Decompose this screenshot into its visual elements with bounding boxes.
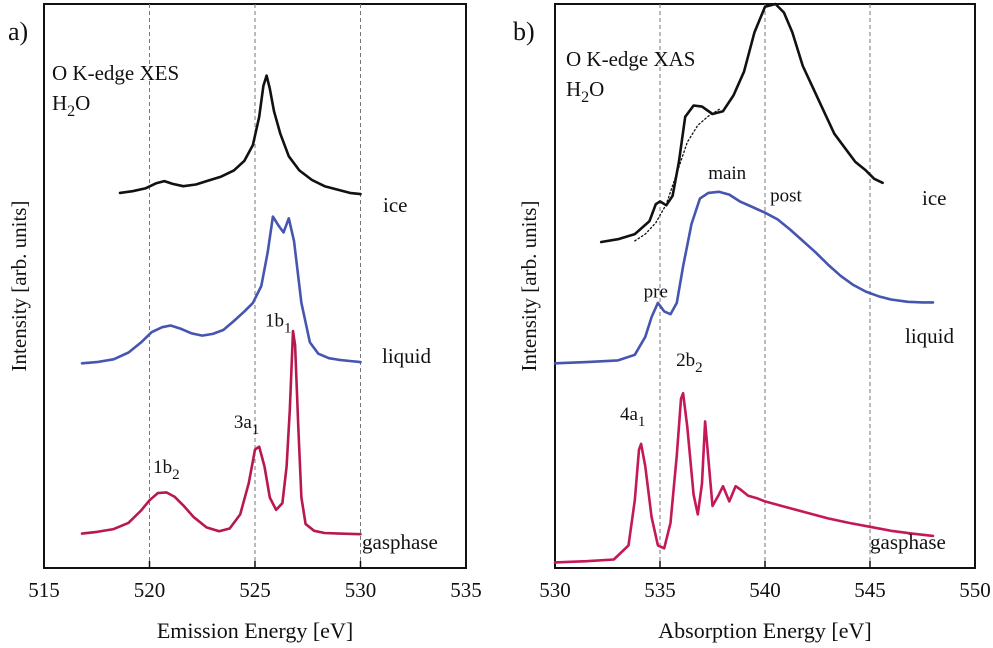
x-tick-label: 550 [959,578,991,602]
x-tick-label: 535 [450,578,482,602]
curve-label-gasphase-b: gasphase [870,530,946,554]
title-line-1-a: O K-edge XES [52,61,179,85]
series-line-ice-fit [634,107,722,242]
curve-label-liquid-b: liquid [905,324,955,348]
curve-label-ice-a: ice [383,193,407,217]
annotations-b: main post pre 2b2 4a1 [620,163,803,430]
x-axis-label-a: Emission Energy [eV] [157,618,353,643]
panel-label-b: b) [513,17,535,46]
series-line-gasphase [80,329,362,536]
x-tick-label: 530 [539,578,571,602]
curve-label-liquid-a: liquid [382,344,432,368]
x-tick-label: 540 [749,578,781,602]
curve-label-gasphase-a: gasphase [362,530,438,554]
x-tick-label: 525 [239,578,271,602]
x-tick-label: 530 [345,578,377,602]
title-line-2-b: H2O [566,77,604,106]
series-line-ice [118,74,362,196]
vlines-a [149,4,361,568]
peak-annotation: 4a1 [620,404,645,430]
x-tick-label: 520 [134,578,166,602]
curve-label-ice-b: ice [922,186,946,210]
peak-annotation: 1b2 [153,457,180,483]
peak-annotation: 1b1 [265,311,292,337]
peak-annotation: main [708,163,746,184]
series-a [80,74,362,536]
title-line-2-a: H2O [52,91,90,120]
panel-a: a) 515 520 525 530 535 1b1 3a1 1b2 O K-edge XE… [7,3,482,643]
panel-label-a: a) [8,17,28,46]
x-tick-label: 535 [644,578,676,602]
x-tick-label: 515 [28,578,60,602]
series-line-liquid [553,190,935,365]
series-line-gasphase [553,391,935,564]
x-axis-label-b: Absorption Energy [eV] [658,618,871,643]
peak-annotation: pre [644,281,668,302]
vlines-b [659,4,871,568]
series-b [553,2,935,564]
series-line-liquid [80,215,362,365]
panel-b: b) 530 535 540 545 550 main post pre 2b2 4a1 O K… [513,2,991,643]
x-ticks-b: 530 535 540 545 550 [539,561,991,602]
y-axis-label-b: Intensity [arb. units] [517,201,541,372]
x-tick-label: 545 [854,578,886,602]
peak-annotation: 3a1 [234,412,259,438]
annotations-a: 1b1 3a1 1b2 [153,311,291,484]
series-line-ice [599,2,884,244]
x-ticks-a: 515 520 525 530 535 [28,561,482,602]
y-axis-label-a: Intensity [arb. units] [7,201,31,372]
peak-annotation: 2b2 [676,350,703,376]
title-line-1-b: O K-edge XAS [566,47,695,71]
peak-annotation: post [770,185,802,206]
